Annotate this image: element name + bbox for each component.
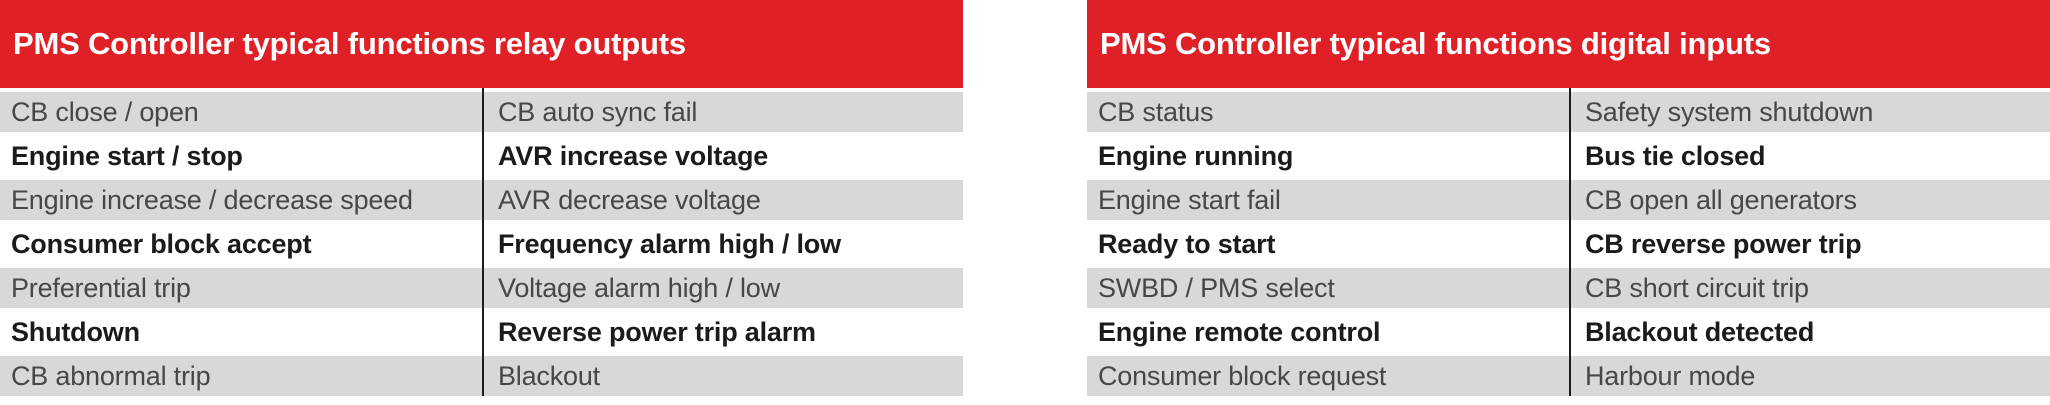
table-cell: Harbour mode [1585, 360, 1756, 391]
table-row: CB abnormal trip Blackout [0, 356, 963, 396]
table-cell: Engine remote control [1098, 316, 1381, 347]
table-cell: AVR increase voltage [498, 140, 769, 171]
table-row: Engine start / stop AVR increase voltage [0, 136, 963, 176]
table-row: Engine increase / decrease speed AVR dec… [0, 180, 963, 220]
table-row: Consumer block request Harbour mode [1087, 356, 2050, 396]
table-row: Preferential trip Voltage alarm high / l… [0, 268, 963, 308]
table-cell: Blackout detected [1585, 316, 1815, 347]
table-cell: Preferential trip [11, 272, 191, 303]
table-cell: CB status [1098, 96, 1214, 127]
relay-outputs-table: PMS Controller typical functions relay o… [0, 0, 963, 405]
table-rows: CB close / open CB auto sync fail Engine… [0, 92, 963, 396]
table-title: PMS Controller typical functions digital… [1100, 26, 1771, 61]
table-cell: CB short circuit trip [1585, 272, 1809, 303]
table-cell: Frequency alarm high / low [498, 228, 841, 259]
table-cell: Blackout [498, 360, 600, 391]
table-cell: CB close / open [11, 96, 199, 127]
table-row: Engine running Bus tie closed [1087, 136, 2050, 176]
table-cell: Consumer block accept [11, 228, 312, 259]
table-cell: CB abnormal trip [11, 360, 211, 391]
digital-inputs-table: PMS Controller typical functions digital… [1087, 0, 2050, 405]
table-cell: Engine running [1098, 140, 1294, 171]
table-cell: Ready to start [1098, 228, 1276, 259]
table-cell: CB open all generators [1585, 184, 1857, 215]
table-row: CB status Safety system shutdown [1087, 92, 2050, 132]
table-cell: Shutdown [11, 316, 140, 347]
table-cell: CB reverse power trip [1585, 228, 1862, 259]
table-cell: Engine start fail [1098, 184, 1281, 215]
table-rows: CB status Safety system shutdown Engine … [1087, 92, 2050, 396]
table-row: CB close / open CB auto sync fail [0, 92, 963, 132]
table-cell: Reverse power trip alarm [498, 316, 816, 347]
table-cell: Voltage alarm high / low [498, 272, 780, 303]
relay-outputs-header: PMS Controller typical functions relay o… [0, 0, 963, 88]
table-row: Consumer block accept Frequency alarm hi… [0, 224, 963, 264]
table-row: Ready to start CB reverse power trip [1087, 224, 2050, 264]
table-cell: Engine start / stop [11, 140, 243, 171]
table-row: Shutdown Reverse power trip alarm [0, 312, 963, 352]
table-row: Engine remote control Blackout detected [1087, 312, 2050, 352]
table-cell: AVR decrease voltage [498, 184, 761, 215]
table-cell: Safety system shutdown [1585, 96, 1874, 127]
table-row: Engine start fail CB open all generators [1087, 180, 2050, 220]
table-cell: SWBD / PMS select [1098, 272, 1335, 303]
table-cell: CB auto sync fail [498, 96, 698, 127]
digital-inputs-header: PMS Controller typical functions digital… [1087, 0, 2050, 88]
table-cell: Consumer block request [1098, 360, 1387, 391]
table-cell: Bus tie closed [1585, 140, 1766, 171]
column-divider [482, 88, 484, 396]
table-cell: Engine increase / decrease speed [11, 184, 413, 215]
table-row: SWBD / PMS select CB short circuit trip [1087, 268, 2050, 308]
table-title: PMS Controller typical functions relay o… [13, 26, 686, 61]
column-divider [1569, 88, 1571, 396]
